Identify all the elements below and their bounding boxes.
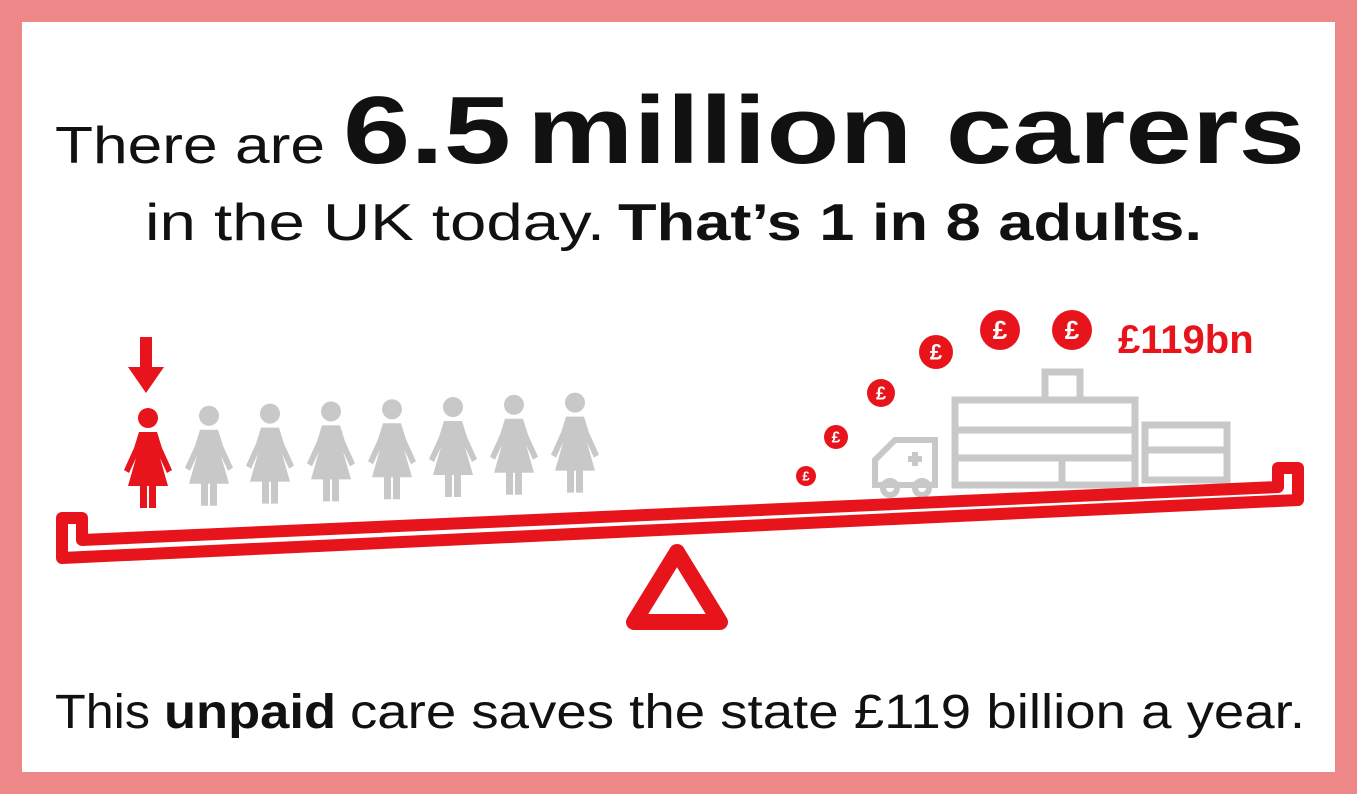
headline-number: 6.5	[343, 77, 511, 184]
coin	[824, 425, 848, 449]
subline-emphasis: That’s 1 in 8 adults.	[618, 194, 1202, 252]
ambulance	[872, 437, 938, 498]
coin-symbol: £	[802, 469, 810, 484]
coin	[1052, 310, 1092, 350]
coins: £ £ £ £ £ £	[796, 310, 1092, 486]
coin	[980, 310, 1020, 350]
footer-suffix: care saves the state £119 billion a year…	[350, 686, 1305, 739]
headline-prefix: There are	[55, 117, 325, 175]
coin	[796, 466, 816, 486]
coin	[919, 335, 953, 369]
savings-label: £119bn	[1118, 318, 1254, 362]
coin-symbol: £	[832, 429, 841, 446]
coin-symbol: £	[930, 340, 943, 365]
hospital	[951, 368, 1231, 489]
seesaw	[56, 462, 1304, 630]
subline-text: in the UK today.	[145, 194, 605, 252]
coin	[867, 379, 895, 407]
footer-prefix: This	[55, 686, 150, 739]
coin-symbol: £	[993, 315, 1008, 345]
footer-emphasis: unpaid	[164, 686, 336, 739]
headline-emphasis: million carers	[527, 77, 1305, 184]
arrow	[128, 337, 164, 393]
coin-symbol: £	[876, 383, 886, 403]
coin-symbol: £	[1065, 315, 1080, 345]
